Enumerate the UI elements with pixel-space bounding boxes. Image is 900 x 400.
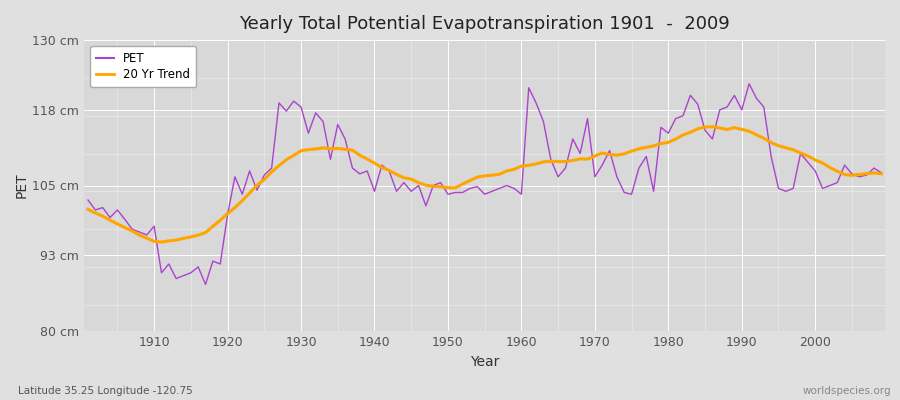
Text: Latitude 35.25 Longitude -120.75: Latitude 35.25 Longitude -120.75	[18, 386, 193, 396]
X-axis label: Year: Year	[470, 355, 500, 369]
Y-axis label: PET: PET	[15, 173, 29, 198]
Title: Yearly Total Potential Evapotranspiration 1901  -  2009: Yearly Total Potential Evapotranspiratio…	[239, 15, 730, 33]
Legend: PET, 20 Yr Trend: PET, 20 Yr Trend	[90, 46, 196, 87]
Text: worldspecies.org: worldspecies.org	[803, 386, 891, 396]
